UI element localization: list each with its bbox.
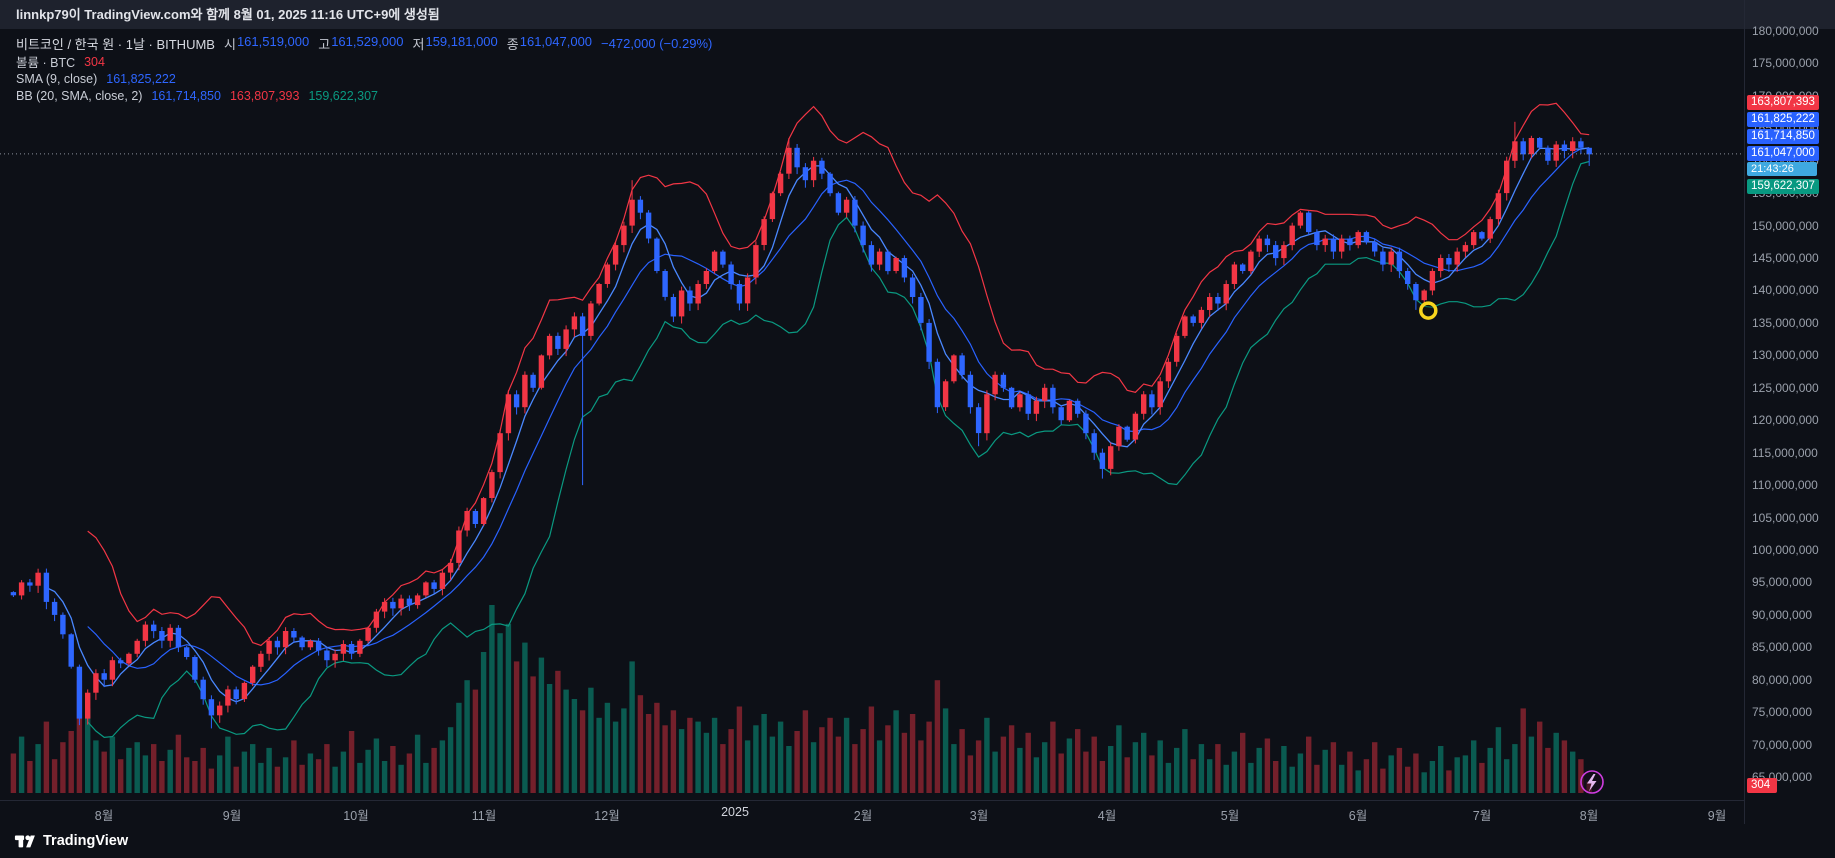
price-tick-label: 180,000,000: [1752, 24, 1819, 38]
lightning-quick-trade-button[interactable]: [1580, 770, 1604, 794]
ohlc-high: 고 161,529,000: [318, 34, 404, 52]
footer: TradingView: [0, 824, 1835, 858]
time-axis-label: 5월: [1220, 809, 1240, 823]
bollinger-basis-line: [87, 147, 1590, 686]
bb-lower-value: 159,622,307: [308, 88, 378, 103]
price-tick-label: 130,000,000: [1752, 348, 1819, 363]
price-tick-label: 140,000,000: [1752, 283, 1819, 298]
price-tick-label: 85,000,000: [1752, 640, 1813, 655]
price-tick-label: 90,000,000: [1752, 607, 1813, 622]
price-tick-label: 125,000,000: [1752, 380, 1819, 395]
sma-title: SMA (9, close): [16, 71, 98, 86]
time-axis-label: 10월: [343, 809, 369, 823]
change-value: −472,000 (−0.29%): [601, 36, 713, 51]
volume-bars: [10, 605, 1592, 793]
legend-row-bb[interactable]: BB (20, SMA, close, 2) 161,714,850 163,8…: [16, 87, 712, 104]
attribution-text: linnkp79이 TradingView.com와 함께 8월 01, 202…: [16, 7, 440, 22]
price-tick-label: 120,000,000: [1752, 413, 1819, 428]
volume-value-tag: 304: [1747, 778, 1777, 793]
bb-basis-price-tag: 161,714,850: [1747, 128, 1819, 144]
time-axis-label: 4월: [1097, 809, 1117, 823]
ohlc-close: 종 161,047,000: [506, 34, 593, 52]
countdown-timer: 21:43:26: [1747, 161, 1817, 176]
price-tick-label: 95,000,000: [1752, 575, 1813, 590]
bollinger-upper-line: [87, 102, 1590, 647]
price-tick-label: 175,000,000: [1752, 56, 1819, 71]
volume-value: 304: [84, 54, 105, 69]
attribution-bar: linnkp79이 TradingView.com와 함께 8월 01, 202…: [0, 0, 1835, 29]
legend-row-symbol[interactable]: 비트코인 / 한국 원 · 1날 · BITHUMB 시 161,519,000 …: [16, 34, 712, 53]
sma-price-tag: 161,825,222: [1747, 111, 1819, 127]
price-tick-label: 105,000,000: [1752, 510, 1819, 525]
bb-upper-price-tag: 163,807,393: [1747, 94, 1819, 110]
price-tick-label: 70,000,000: [1752, 737, 1813, 752]
bb-upper-value: 163,807,393: [229, 88, 300, 103]
price-tick-label: 150,000,000: [1752, 218, 1819, 233]
legend: 비트코인 / 한국 원 · 1날 · BITHUMB 시 161,519,000 …: [16, 34, 712, 104]
time-axis-label: 3월: [969, 809, 989, 823]
volume-title: 볼륨 · BTC: [16, 56, 76, 70]
price-axis[interactable]: 180,000,000175,000,000170,000,000165,000…: [1744, 0, 1835, 824]
time-axis[interactable]: 8월 9월 10월 11월 12월 2025 2월 3월 4월 5월 6월 7월 8월 9월: [0, 800, 1744, 825]
last-price-tag: 161,047,000: [1747, 145, 1819, 161]
ohlc-open: 시 161,519,000: [223, 34, 310, 52]
tradingview-logo-text[interactable]: TradingView: [43, 833, 129, 849]
price-tick-label: 115,000,000: [1752, 445, 1818, 460]
time-axis-label: 9월: [1707, 809, 1727, 823]
chart-canvas[interactable]: [0, 29, 1744, 800]
time-axis-label: 11월: [471, 809, 497, 823]
time-axis-label: 7월: [1472, 809, 1492, 823]
price-tick-label: 110,000,000: [1752, 478, 1818, 493]
time-axis-label: 6월: [1348, 809, 1368, 823]
legend-row-sma[interactable]: SMA (9, close) 161,825,222: [16, 70, 712, 87]
tradingview-logo-icon[interactable]: [14, 830, 36, 852]
time-axis-label: 8월: [94, 809, 114, 823]
bb-title: BB (20, SMA, close, 2): [16, 88, 143, 103]
time-axis-label: 9월: [222, 809, 242, 823]
candlesticks: [10, 121, 1592, 729]
time-axis-label: 12월: [594, 809, 620, 823]
bollinger-lower-line: [87, 160, 1590, 739]
price-tick-label: 135,000,000: [1752, 315, 1819, 330]
sma-value: 161,825,222: [106, 71, 176, 86]
bb-lower-price-tag: 159,622,307: [1747, 178, 1819, 194]
time-axis-label: 2월: [853, 809, 873, 823]
time-axis-label: 8월: [1579, 809, 1599, 823]
legend-row-volume[interactable]: 볼륨 · BTC 304: [16, 53, 712, 71]
price-tick-label: 100,000,000: [1752, 542, 1819, 557]
symbol-title: 비트코인 / 한국 원 · 1날 · BITHUMB: [16, 37, 215, 52]
highlight-circle-marker[interactable]: [1419, 301, 1438, 320]
bb-basis-value: 161,714,850: [151, 88, 221, 103]
ohlc-low: 저 159,181,000: [412, 34, 498, 52]
price-tick-label: 145,000,000: [1752, 251, 1819, 266]
price-tick-label: 75,000,000: [1752, 705, 1813, 720]
time-axis-label: 2025: [721, 805, 749, 819]
price-tick-label: 80,000,000: [1752, 672, 1813, 687]
